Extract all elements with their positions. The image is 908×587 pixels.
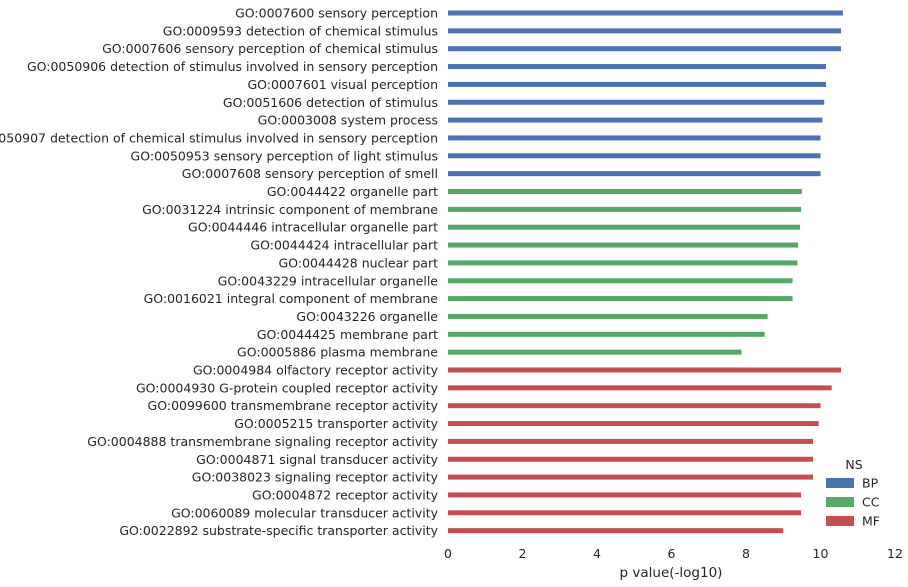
legend-swatch-bp bbox=[826, 478, 854, 488]
category-label: GO:0022892 substrate-specific transporte… bbox=[119, 523, 438, 538]
category-label: GO:0044422 organelle part bbox=[267, 184, 438, 199]
category-label: GO:0050953 sensory perception of light s… bbox=[131, 148, 438, 163]
bar-cc bbox=[448, 349, 742, 355]
category-label: GO:0038023 signaling receptor activity bbox=[192, 470, 439, 485]
bar-mf bbox=[448, 438, 814, 444]
x-tick-label: 12 bbox=[887, 546, 903, 561]
category-label: GO:0007600 sensory perception bbox=[235, 6, 438, 21]
category-label: GO:0043226 organelle bbox=[296, 309, 438, 324]
bar-bp bbox=[448, 81, 827, 87]
x-tick-label: 4 bbox=[593, 546, 601, 561]
x-tick-label: 0 bbox=[444, 546, 452, 561]
category-label: GO:0044424 intracellular part bbox=[250, 238, 438, 253]
category-label: GO:0016021 integral component of membran… bbox=[144, 291, 439, 306]
bar-mf bbox=[448, 367, 841, 373]
category-label: GO:0060089 molecular transducer activity bbox=[171, 505, 439, 520]
x-tick-label: 6 bbox=[668, 546, 676, 561]
category-label: GO:0044425 membrane part bbox=[257, 327, 438, 342]
bar-mf bbox=[448, 385, 832, 391]
bar-cc bbox=[448, 296, 793, 302]
category-label: GO:0007601 visual perception bbox=[247, 77, 438, 92]
category-label: GO:0044446 intracellular organelle part bbox=[188, 220, 438, 235]
bar-mf bbox=[448, 421, 819, 427]
x-axis-title: p value(-log10) bbox=[620, 565, 723, 581]
x-tick-label: 8 bbox=[742, 546, 750, 561]
category-label: GO:0031224 intrinsic component of membra… bbox=[142, 202, 438, 217]
bar-cc bbox=[448, 206, 802, 212]
legend: NS BP CC MF bbox=[826, 457, 880, 529]
x-tick-label: 2 bbox=[519, 546, 527, 561]
category-label: GO:0050907 detection of chemical stimulu… bbox=[0, 130, 438, 145]
category-label: GO:0007606 sensory perception of chemica… bbox=[102, 41, 438, 56]
legend-label-mf: MF bbox=[862, 514, 880, 529]
x-axis: 0 2 4 6 8 10 12 bbox=[444, 546, 903, 561]
bar-mf bbox=[448, 403, 821, 409]
bar-cc bbox=[448, 313, 768, 319]
bar-mf bbox=[448, 456, 814, 462]
category-label: GO:0051606 detection of stimulus bbox=[223, 95, 438, 110]
bar-mf bbox=[448, 510, 802, 516]
bar-cc bbox=[448, 224, 801, 230]
legend-title: NS bbox=[845, 457, 862, 472]
category-label: GO:0005215 transporter activity bbox=[234, 416, 438, 431]
category-label: GO:0004930 G-protein coupled receptor ac… bbox=[136, 380, 439, 395]
bar-bp bbox=[448, 135, 821, 141]
bar-bp bbox=[448, 46, 841, 52]
category-label: GO:0044428 nuclear part bbox=[279, 255, 439, 270]
bar-bp bbox=[448, 99, 825, 105]
bar-mf bbox=[448, 474, 814, 480]
category-label: GO:0003008 system process bbox=[258, 113, 438, 128]
category-label: GO:0043229 intracellular organelle bbox=[218, 273, 439, 288]
legend-label-cc: CC bbox=[862, 495, 880, 510]
bar-bp bbox=[448, 171, 821, 177]
category-labels-layer: GO:0007600 sensory perception GO:0009593 … bbox=[0, 6, 439, 539]
bar-bp bbox=[448, 117, 823, 123]
legend-label-bp: BP bbox=[862, 476, 879, 491]
legend-swatch-cc bbox=[826, 497, 854, 507]
bar-bp bbox=[448, 10, 843, 16]
category-label: GO:0007608 sensory perception of smell bbox=[182, 166, 438, 181]
category-label: GO:0004888 transmembrane signaling recep… bbox=[87, 434, 438, 449]
category-label: GO:0005886 plasma membrane bbox=[237, 345, 438, 360]
bar-mf bbox=[448, 528, 784, 534]
x-tick-label: 10 bbox=[813, 546, 829, 561]
bars-layer bbox=[448, 10, 843, 534]
category-label: GO:0004871 signal transducer activity bbox=[196, 452, 438, 467]
bar-cc bbox=[448, 260, 798, 266]
bar-cc bbox=[448, 242, 799, 248]
category-label: GO:0009593 detection of chemical stimulu… bbox=[163, 23, 438, 38]
bar-mf bbox=[448, 492, 802, 498]
category-label: GO:0004984 olfactory receptor activity bbox=[193, 363, 439, 378]
bar-bp bbox=[448, 153, 821, 159]
bar-cc bbox=[448, 331, 765, 337]
bar-cc bbox=[448, 189, 802, 194]
legend-swatch-mf bbox=[826, 516, 854, 526]
bar-bp bbox=[448, 64, 827, 70]
bar-bp bbox=[448, 28, 841, 34]
category-label: GO:0004872 receptor activity bbox=[252, 487, 439, 502]
category-label: GO:0099600 transmembrane receptor activi… bbox=[148, 398, 439, 413]
bar-cc bbox=[448, 278, 793, 284]
category-label: GO:0050906 detection of stimulus involve… bbox=[27, 59, 438, 74]
